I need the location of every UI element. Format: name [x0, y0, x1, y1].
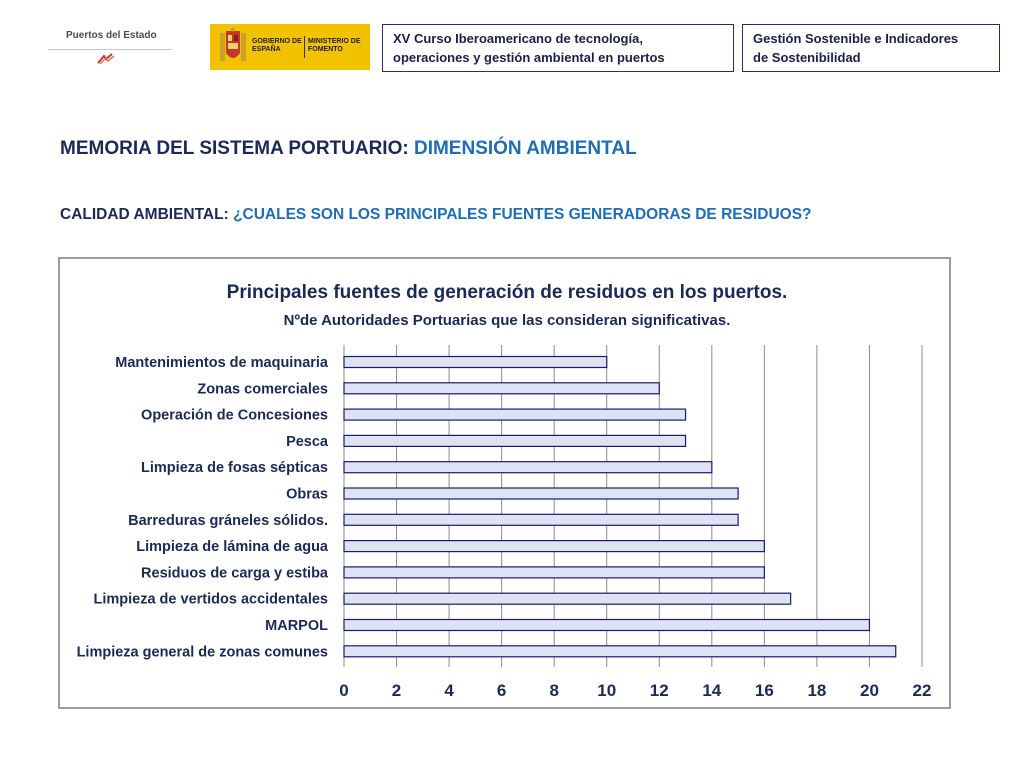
category-label: Obras [286, 487, 328, 503]
category-labels: Mantenimientos de maquinaria Zonas comerc… [77, 355, 329, 660]
gov-text-1: GOBIERNO DE ESPAÑA [252, 38, 302, 53]
logo-mark-icon [97, 53, 115, 65]
coat-of-arms-icon [220, 27, 246, 61]
chart-frame: Principales fuentes de generación de res… [58, 257, 951, 709]
category-label: Residuos de carga y estiba [141, 565, 329, 581]
category-label: Operación de Concesiones [141, 408, 328, 424]
category-label: Limpieza de lámina de agua [136, 539, 329, 555]
chart-title: Principales fuentes de generación de res… [227, 282, 788, 303]
x-tick-label: 20 [860, 681, 879, 700]
gobierno-espana-logo: GOBIERNO DE ESPAÑA MINISTERIO DE FOMENTO [210, 24, 370, 70]
bars [343, 355, 897, 658]
category-label: Pesca [286, 434, 329, 450]
x-tick-label: 2 [392, 681, 401, 700]
page-subtitle: CALIDAD AMBIENTAL: ¿CUALES SON LOS PRINC… [60, 206, 812, 224]
bar [343, 645, 897, 658]
gov-text-2: MINISTERIO DE FOMENTO [308, 38, 361, 53]
module-title-box: Gestión Sostenible e Indicadores de Sost… [742, 24, 1000, 72]
chart-subtitle: Nºde Autoridades Portuarias que las cons… [284, 312, 731, 329]
page-subtitle-part1: CALIDAD AMBIENTAL: [60, 206, 234, 223]
x-tick-label: 18 [807, 681, 826, 700]
bar [343, 592, 792, 605]
bar [343, 408, 687, 421]
x-tick-label: 8 [549, 681, 558, 700]
logo-divider [48, 49, 172, 50]
bar [343, 540, 765, 553]
bar [343, 382, 660, 395]
bar [343, 487, 739, 500]
grid-lines [343, 345, 923, 667]
module-title-line2: de Sostenibilidad [753, 50, 861, 65]
category-label: MARPOL [265, 618, 328, 634]
course-title-box: XV Curso Iberoamericano de tecnología, o… [382, 24, 734, 72]
bar-chart: Principales fuentes de generación de res… [77, 282, 932, 700]
x-tick-label: 22 [913, 681, 932, 700]
x-tick-label: 14 [702, 681, 721, 700]
bar [343, 566, 765, 579]
bar [343, 513, 739, 526]
module-title-line1: Gestión Sostenible e Indicadores [753, 31, 959, 46]
logo-text: Puertos del Estado [66, 30, 157, 41]
bar [343, 355, 608, 369]
category-label: Limpieza de fosas sépticas [141, 460, 328, 476]
course-title-line1: XV Curso Iberoamericano de tecnología, [393, 31, 643, 46]
x-tick-label: 12 [650, 681, 669, 700]
gov-divider [304, 36, 305, 58]
category-label: Zonas comerciales [197, 381, 328, 397]
x-tick-label: 4 [444, 681, 454, 700]
page-title-part2: DIMENSIÓN AMBIENTAL [413, 138, 637, 159]
bar [343, 618, 871, 632]
x-tick-label: 6 [497, 681, 506, 700]
bar [343, 434, 687, 447]
x-tick-label: 10 [597, 681, 616, 700]
page-subtitle-part2: ¿CUALES SON LOS PRINCIPALES FUENTES GENE… [233, 206, 812, 223]
category-label: Limpieza general de zonas comunes [77, 644, 328, 660]
page-title-part1: MEMORIA DEL SISTEMA PORTUARIO: [60, 138, 414, 159]
category-label: Limpieza de vertidos accidentales [93, 592, 328, 608]
course-title-line2: operaciones y gestión ambiental en puert… [393, 50, 665, 65]
category-label: Mantenimientos de maquinaria [115, 355, 329, 371]
x-tick-label: 0 [339, 681, 348, 700]
bar [343, 461, 713, 474]
puertos-del-estado-logo: Puertos del Estado [48, 26, 176, 66]
page-title: MEMORIA DEL SISTEMA PORTUARIO: DIMENSIÓN… [60, 138, 637, 160]
category-label: Barreduras gráneles sólidos. [128, 513, 328, 529]
x-tick-label: 16 [755, 681, 774, 700]
x-tick-labels: 0 2 4 6 8 10 12 14 16 18 20 22 [339, 681, 931, 700]
